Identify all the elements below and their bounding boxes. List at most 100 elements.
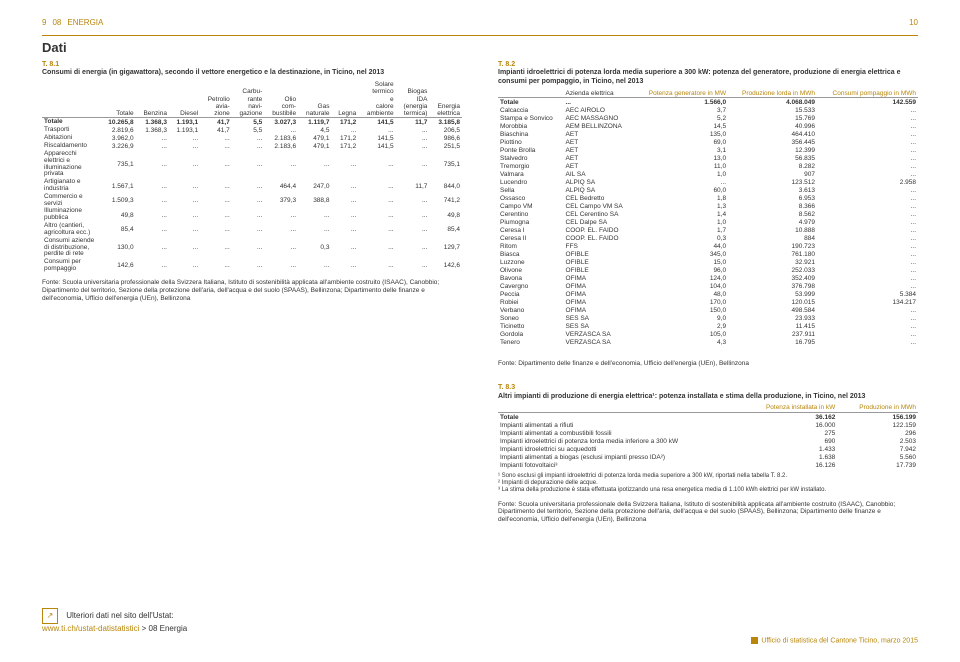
t83-cell: 16.000: [740, 421, 837, 429]
t81-cell: ...: [264, 150, 298, 178]
footer-url[interactable]: www.ti.ch/ustat-datistatistici: [42, 624, 139, 633]
t82-title: Impianti idroelettrici di potenza lorda …: [498, 69, 900, 84]
t81-cell: ...: [331, 259, 358, 274]
t83-cell: 1.433: [740, 445, 837, 453]
t81-num: T. 8.1: [42, 61, 59, 68]
t82-cell: Ossasco: [498, 194, 564, 202]
t83-row: Impianti idroelettrici su acquedotti1.43…: [498, 445, 918, 453]
t82-cell: OFIMA: [564, 306, 635, 314]
t82-cell: ALPIQ SA: [564, 178, 635, 186]
t82-cell: 170,0: [634, 298, 728, 306]
t82-cell: Totale: [498, 98, 564, 107]
t82-cell: 8.366: [728, 202, 817, 210]
t82-header: Produzione lorda in MWh: [728, 89, 817, 98]
t81-cell: 0,3: [298, 237, 331, 258]
t82-cell: 1,0: [634, 170, 728, 178]
t82-cell: 142.559: [817, 98, 918, 107]
t83-notes: ¹ Sono esclusi gli impianti idroelettric…: [498, 473, 918, 495]
t82-header: [498, 89, 564, 98]
t83-cell: 296: [837, 429, 918, 437]
t82-cell: Verbano: [498, 306, 564, 314]
t81-cell: 1.193,1: [169, 126, 200, 134]
t83-row: Impianti alimentati a combustibili fossi…: [498, 429, 918, 437]
t82-fonte: Fonte: Dipartimento delle finanze e dell…: [498, 360, 918, 368]
page-num-right: 10: [909, 18, 918, 27]
t82-cell: ...: [564, 98, 635, 107]
t81-row: Consumi per pompaggio142,6..............…: [42, 259, 462, 274]
t82-row: Stampa e SonvicoAEC MASSAGNO5,215.769...: [498, 114, 918, 122]
t82-cell: ...: [817, 146, 918, 154]
t82-cell: ...: [817, 282, 918, 290]
t81-cell: ...: [136, 179, 169, 194]
t81-cell: ...: [200, 150, 232, 178]
t81-cell: 1.368,3: [136, 118, 169, 127]
t82-cell: Piumogna: [498, 218, 564, 226]
t82-cell: 124,0: [634, 274, 728, 282]
t81-row: Trasporti2.819,61.368,31.193,141,75,5...…: [42, 126, 462, 134]
t81-cell: 1.119,7: [298, 118, 331, 127]
t81-cell: ...: [136, 193, 169, 208]
t83-row: Impianti idroelettrici di potenza lorda …: [498, 437, 918, 445]
t83-cell: 122.159: [837, 421, 918, 429]
t81-title: Consumi di energia (in gigawattora), sec…: [42, 69, 384, 76]
t81-cell: ...: [331, 208, 358, 223]
t81-cell: ...: [358, 237, 395, 258]
t81-cell: Commercio e servizi: [42, 193, 100, 208]
page-num-left: 9: [42, 18, 46, 27]
t82-row: Campo VMCEL Campo VM SA1,38.366...: [498, 202, 918, 210]
t82-cell: Soneo: [498, 314, 564, 322]
t83-cell: 17.739: [837, 461, 918, 469]
t81-cell: 251,5: [429, 142, 462, 150]
square-icon: [751, 637, 758, 644]
t82-cell: 376.798: [728, 282, 817, 290]
t83-header: [498, 404, 740, 413]
t81-cell: 1.509,3: [100, 193, 136, 208]
t81-cell: 735,1: [429, 150, 462, 178]
t82-cell: ...: [817, 194, 918, 202]
t81-cell: 479,1: [298, 142, 331, 150]
t82-row: Totale...1.566,04.068.049142.559: [498, 98, 918, 107]
t82-row: Ceresa IICOOP. EL. FAIDO0,3884...: [498, 234, 918, 242]
t82-num: T. 8.2: [498, 61, 515, 68]
t82-cell: ...: [817, 338, 918, 346]
t81-cell: 844,0: [429, 179, 462, 194]
t81-cell: Apparecchi elettrici e illuminazione pri…: [42, 150, 100, 178]
t82-cell: ...: [817, 250, 918, 258]
t82-cell: 6.953: [728, 194, 817, 202]
t81-cell: 3.226,9: [100, 142, 136, 150]
t83-cell: 36.162: [740, 413, 837, 422]
t82-cell: 8.282: [728, 162, 817, 170]
t81-cell: ...: [136, 237, 169, 258]
t82-cell: 761.180: [728, 250, 817, 258]
footer-link: ↗ Ulteriori dati nel sito dell'Ustat: ww…: [42, 608, 187, 634]
t82-row: BiascaOFIBLE345,0761.180...: [498, 250, 918, 258]
t81-cell: 1.567,1: [100, 179, 136, 194]
t83-caption: T. 8.3 Altri impianti di produzione di e…: [498, 384, 918, 401]
t81-header: Gasnaturale: [298, 81, 331, 118]
t82-cell: ...: [817, 202, 918, 210]
t81-cell: ...: [169, 193, 200, 208]
t83-cell: 690: [740, 437, 837, 445]
t81-cell: Artigianato e industria: [42, 179, 100, 194]
t82-cell: Ceresa I: [498, 226, 564, 234]
t82-cell: 16.795: [728, 338, 817, 346]
t81-cell: 10.265,8: [100, 118, 136, 127]
t82-cell: ...: [817, 258, 918, 266]
t81-cell: ...: [264, 208, 298, 223]
left-col: T. 8.1 Consumi di energia (in gigawattor…: [42, 61, 462, 524]
t82-cell: 4.068.049: [728, 98, 817, 107]
t82-cell: 464.410: [728, 130, 817, 138]
t82-cell: ...: [634, 178, 728, 186]
t82-row: CalcacciaAEC AIROLO3,715.533...: [498, 106, 918, 114]
t81-cell: 141,5: [358, 142, 395, 150]
t81-cell: ...: [232, 223, 265, 238]
t82-row: StalvedroAET13,056.835...: [498, 154, 918, 162]
t81-cell: ...: [396, 208, 430, 223]
t82-row: TeneroVERZASCA SA4,316.795...: [498, 338, 918, 346]
t82-cell: Gordola: [498, 330, 564, 338]
t82-cell: ...: [817, 218, 918, 226]
t82-cell: 69,0: [634, 138, 728, 146]
t81-cell: 2.183,6: [264, 142, 298, 150]
t83-cell: 156.199: [837, 413, 918, 422]
t82-row: BiaschinaAET135,0464.410...: [498, 130, 918, 138]
